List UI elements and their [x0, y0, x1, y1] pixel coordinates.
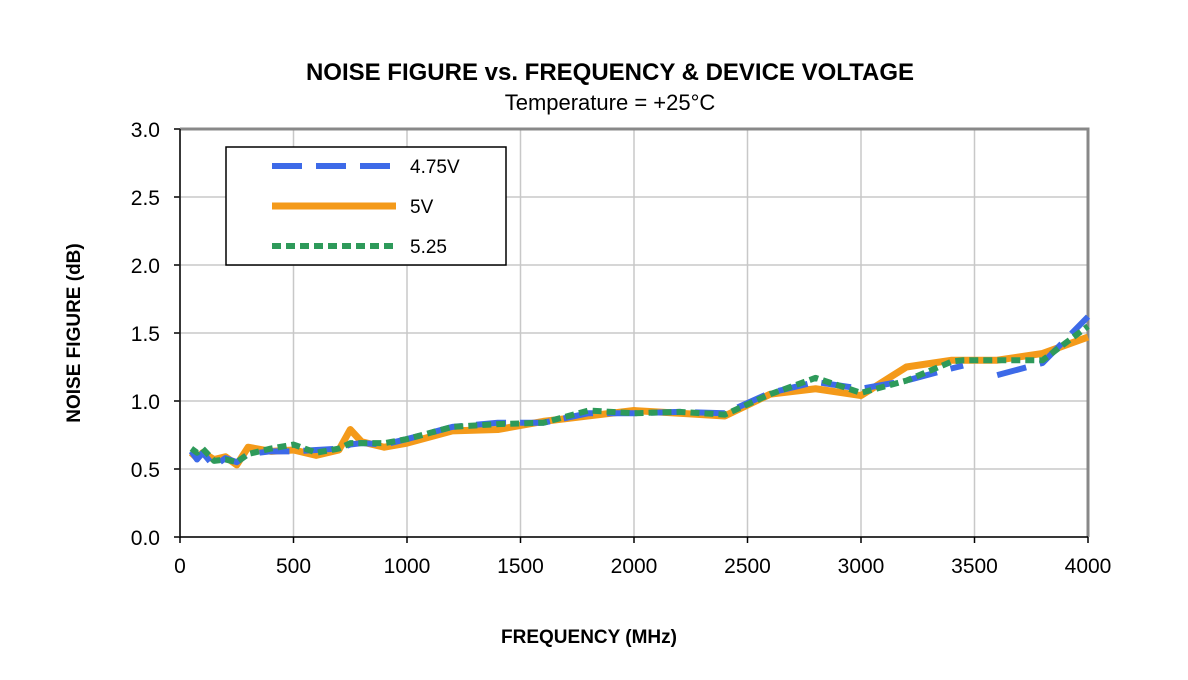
y-axis-label: NOISE FIGURE (dB) [64, 243, 85, 422]
y-tick-label: 2.0 [131, 255, 160, 278]
x-tick-label: 2000 [611, 555, 658, 578]
legend-label: 5V [410, 197, 434, 218]
x-tick-label: 500 [276, 555, 311, 578]
y-tick-label: 0.5 [131, 459, 160, 482]
x-axis-label: FREQUENCY (MHz) [501, 627, 677, 648]
x-tick-label: 2500 [724, 555, 771, 578]
legend-label: 5.25 [410, 237, 447, 258]
y-tick-label: 3.0 [131, 119, 160, 142]
y-tick-label: 2.5 [131, 187, 160, 210]
legend-label: 4.75V [410, 157, 460, 178]
axes [179, 129, 1088, 538]
series-line [189, 323, 1090, 466]
x-tick-label: 1500 [497, 555, 544, 578]
y-tick-label: 0.0 [131, 527, 160, 550]
x-tick-label: 3000 [838, 555, 885, 578]
x-tick-label: 3500 [951, 555, 998, 578]
chart-subtitle: Temperature = +25°C [505, 90, 716, 115]
y-tick-label: 1.5 [131, 323, 160, 346]
chart-title: NOISE FIGURE vs. FREQUENCY & DEVICE VOLT… [306, 59, 914, 86]
series-line [188, 314, 1091, 470]
x-tick-label: 4000 [1065, 555, 1112, 578]
plot-frame [180, 127, 1090, 537]
y-tick-label: 1.0 [131, 391, 160, 414]
x-tick-label: 1000 [384, 555, 431, 578]
x-tick-label: 0 [174, 555, 186, 578]
